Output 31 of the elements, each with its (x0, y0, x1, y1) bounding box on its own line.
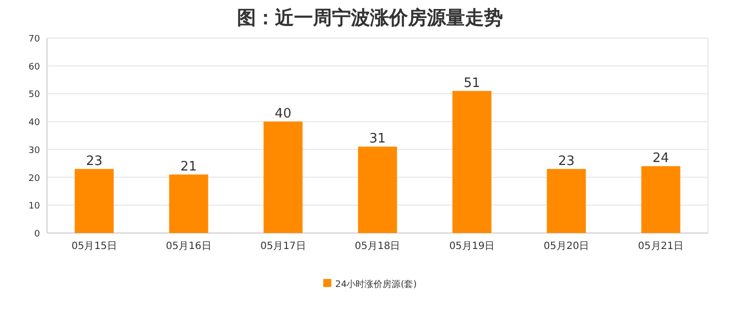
x-tick-label: 05月17日 (260, 241, 306, 252)
bar (452, 90, 492, 233)
data-label: 31 (369, 132, 386, 147)
y-tick-label: 20 (28, 174, 40, 184)
data-label: 40 (274, 106, 292, 122)
x-tick-label: 05月18日 (354, 241, 400, 252)
y-tick-label: 10 (28, 202, 40, 212)
y-tick-label: 70 (28, 34, 40, 44)
bar (264, 122, 303, 233)
chart-title: 图：近一周宁波涨价房源量走势 (237, 7, 503, 29)
y-tick-label: 0 (34, 230, 40, 240)
legend-label: 24小时涨价房源(套) (335, 279, 417, 290)
y-tick-label: 60 (28, 62, 40, 72)
y-tick-label: 50 (28, 90, 40, 100)
bar (169, 174, 208, 233)
bar (74, 168, 114, 233)
bar (641, 166, 680, 233)
data-label: 21 (180, 160, 197, 174)
bar (546, 168, 586, 233)
y-tick-label: 30 (28, 146, 40, 156)
x-tick-label: 05月15日 (71, 241, 117, 252)
data-label: 23 (86, 154, 102, 169)
y-tick-label: 40 (28, 118, 40, 128)
x-tick-label: 05月16日 (166, 241, 212, 252)
x-tick-label: 05月20日 (544, 241, 590, 252)
data-label: 51 (464, 76, 480, 91)
x-tick-label: 05月21日 (638, 241, 684, 252)
data-label: 23 (558, 154, 575, 169)
bar (358, 146, 397, 233)
data-label: 24 (652, 151, 670, 166)
x-tick-label: 05月19日 (449, 241, 495, 252)
